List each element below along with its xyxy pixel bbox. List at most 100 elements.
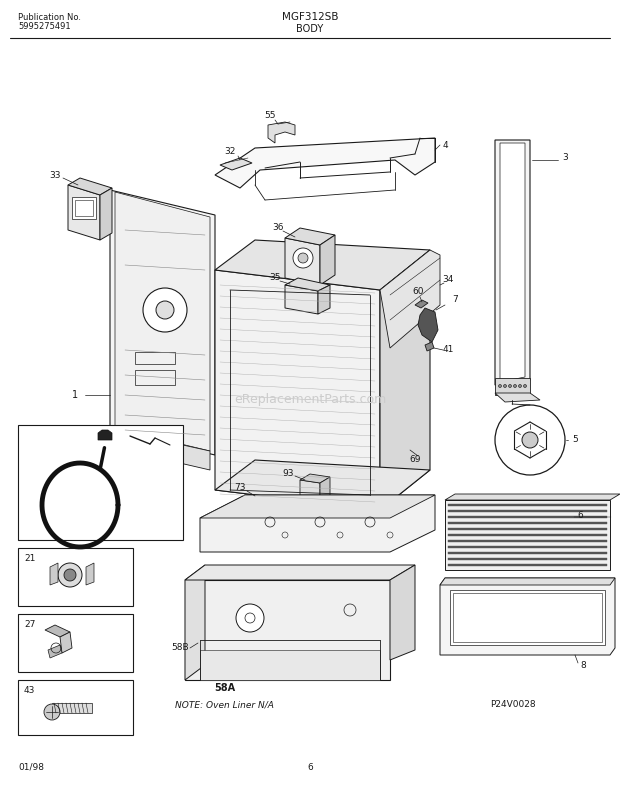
Polygon shape <box>440 578 615 655</box>
Text: 6: 6 <box>307 763 313 772</box>
Bar <box>448 552 607 554</box>
Polygon shape <box>495 140 530 385</box>
Circle shape <box>156 301 174 319</box>
Bar <box>450 590 605 645</box>
Circle shape <box>508 385 512 388</box>
Polygon shape <box>115 430 210 470</box>
Text: 21: 21 <box>24 554 35 563</box>
Circle shape <box>523 385 526 388</box>
Circle shape <box>44 704 60 720</box>
Polygon shape <box>215 460 430 510</box>
Circle shape <box>143 288 187 332</box>
Polygon shape <box>100 188 112 240</box>
Polygon shape <box>185 565 415 580</box>
Text: 43: 43 <box>24 686 35 695</box>
Text: P24V0028: P24V0028 <box>490 700 536 709</box>
Polygon shape <box>185 580 390 680</box>
Polygon shape <box>495 378 530 395</box>
Bar <box>448 534 607 536</box>
Text: 32: 32 <box>224 148 236 156</box>
Polygon shape <box>215 138 435 188</box>
Circle shape <box>495 405 565 475</box>
Text: 41: 41 <box>442 345 454 355</box>
Bar <box>448 546 607 548</box>
Text: 58B: 58B <box>171 644 189 652</box>
Polygon shape <box>200 495 435 518</box>
Polygon shape <box>418 308 438 342</box>
Bar <box>448 558 607 560</box>
Polygon shape <box>318 285 330 314</box>
Text: 73: 73 <box>234 484 246 492</box>
Polygon shape <box>440 578 615 585</box>
Polygon shape <box>390 565 415 660</box>
Polygon shape <box>495 393 540 402</box>
Text: 34: 34 <box>442 276 454 284</box>
Polygon shape <box>415 300 428 308</box>
Text: 69: 69 <box>409 455 421 465</box>
Polygon shape <box>86 563 94 585</box>
Polygon shape <box>300 480 320 508</box>
Text: 8: 8 <box>580 660 586 670</box>
Polygon shape <box>500 143 525 382</box>
Bar <box>18 614 133 672</box>
Circle shape <box>498 385 502 388</box>
Polygon shape <box>285 278 330 291</box>
Polygon shape <box>60 632 72 653</box>
Text: MGF312SB: MGF312SB <box>281 12 339 22</box>
Text: 93: 93 <box>282 469 294 477</box>
Circle shape <box>298 253 308 263</box>
Polygon shape <box>300 474 330 483</box>
Polygon shape <box>380 250 430 510</box>
Text: 35: 35 <box>269 273 281 283</box>
Text: 5995275491: 5995275491 <box>18 22 71 31</box>
Bar <box>18 548 133 606</box>
Text: BODY: BODY <box>296 24 324 34</box>
Bar <box>448 504 607 506</box>
Text: 4: 4 <box>442 141 448 149</box>
Text: 58A: 58A <box>215 683 236 693</box>
Bar <box>135 370 175 385</box>
Text: 33: 33 <box>49 170 61 180</box>
Bar <box>52 703 92 713</box>
Bar <box>72 197 96 219</box>
Bar <box>135 352 175 364</box>
Text: 27: 27 <box>24 620 35 629</box>
Polygon shape <box>115 192 210 451</box>
Circle shape <box>513 385 516 388</box>
Text: 1: 1 <box>72 390 78 400</box>
Text: 36: 36 <box>272 224 284 232</box>
Polygon shape <box>380 250 440 348</box>
Bar <box>18 680 133 735</box>
Text: Publication No.: Publication No. <box>18 13 81 22</box>
Polygon shape <box>215 270 380 510</box>
Text: 55: 55 <box>264 111 276 119</box>
Text: 60: 60 <box>412 287 423 297</box>
Bar <box>448 540 607 542</box>
Text: 5: 5 <box>572 436 578 444</box>
Polygon shape <box>425 342 434 351</box>
Bar <box>445 500 610 570</box>
Polygon shape <box>320 477 330 508</box>
Polygon shape <box>45 625 70 637</box>
Circle shape <box>293 248 313 268</box>
Polygon shape <box>50 563 58 585</box>
Polygon shape <box>48 645 62 658</box>
Text: 3: 3 <box>562 154 568 162</box>
Text: 7: 7 <box>452 295 458 305</box>
Polygon shape <box>200 650 380 680</box>
Bar <box>448 528 607 530</box>
Text: 6: 6 <box>577 510 583 520</box>
Polygon shape <box>98 430 112 440</box>
Circle shape <box>58 563 82 587</box>
Polygon shape <box>110 190 215 455</box>
Bar <box>75 200 93 216</box>
Polygon shape <box>185 565 205 680</box>
Text: NOTE: Oven Liner N/A: NOTE: Oven Liner N/A <box>175 700 274 709</box>
Polygon shape <box>200 495 435 552</box>
Circle shape <box>518 385 521 388</box>
Circle shape <box>522 432 538 448</box>
Bar <box>453 593 602 642</box>
Circle shape <box>64 569 76 581</box>
Polygon shape <box>445 494 620 500</box>
Polygon shape <box>285 228 335 245</box>
